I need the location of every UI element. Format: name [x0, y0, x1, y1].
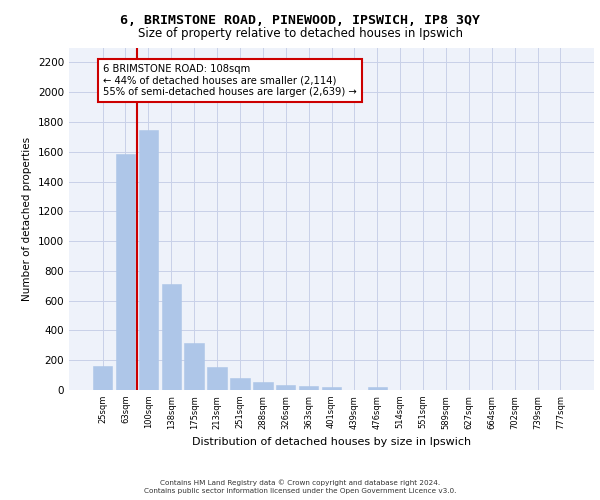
Bar: [116, 154, 135, 390]
Bar: [253, 382, 272, 390]
Text: 6, BRIMSTONE ROAD, PINEWOOD, IPSWICH, IP8 3QY: 6, BRIMSTONE ROAD, PINEWOOD, IPSWICH, IP…: [120, 14, 480, 27]
Y-axis label: Number of detached properties: Number of detached properties: [22, 136, 32, 301]
Bar: [276, 385, 295, 390]
Text: Contains HM Land Registry data © Crown copyright and database right 2024.
Contai: Contains HM Land Registry data © Crown c…: [144, 479, 456, 494]
Text: 6 BRIMSTONE ROAD: 108sqm
← 44% of detached houses are smaller (2,114)
55% of sem: 6 BRIMSTONE ROAD: 108sqm ← 44% of detach…: [103, 64, 356, 97]
Bar: [368, 387, 387, 390]
Bar: [93, 366, 112, 390]
Bar: [161, 284, 181, 390]
Bar: [322, 387, 341, 390]
X-axis label: Distribution of detached houses by size in Ipswich: Distribution of detached houses by size …: [192, 437, 471, 447]
Bar: [230, 378, 250, 390]
Bar: [208, 367, 227, 390]
Bar: [184, 343, 204, 390]
Text: Size of property relative to detached houses in Ipswich: Size of property relative to detached ho…: [137, 28, 463, 40]
Bar: [139, 130, 158, 390]
Bar: [299, 386, 319, 390]
